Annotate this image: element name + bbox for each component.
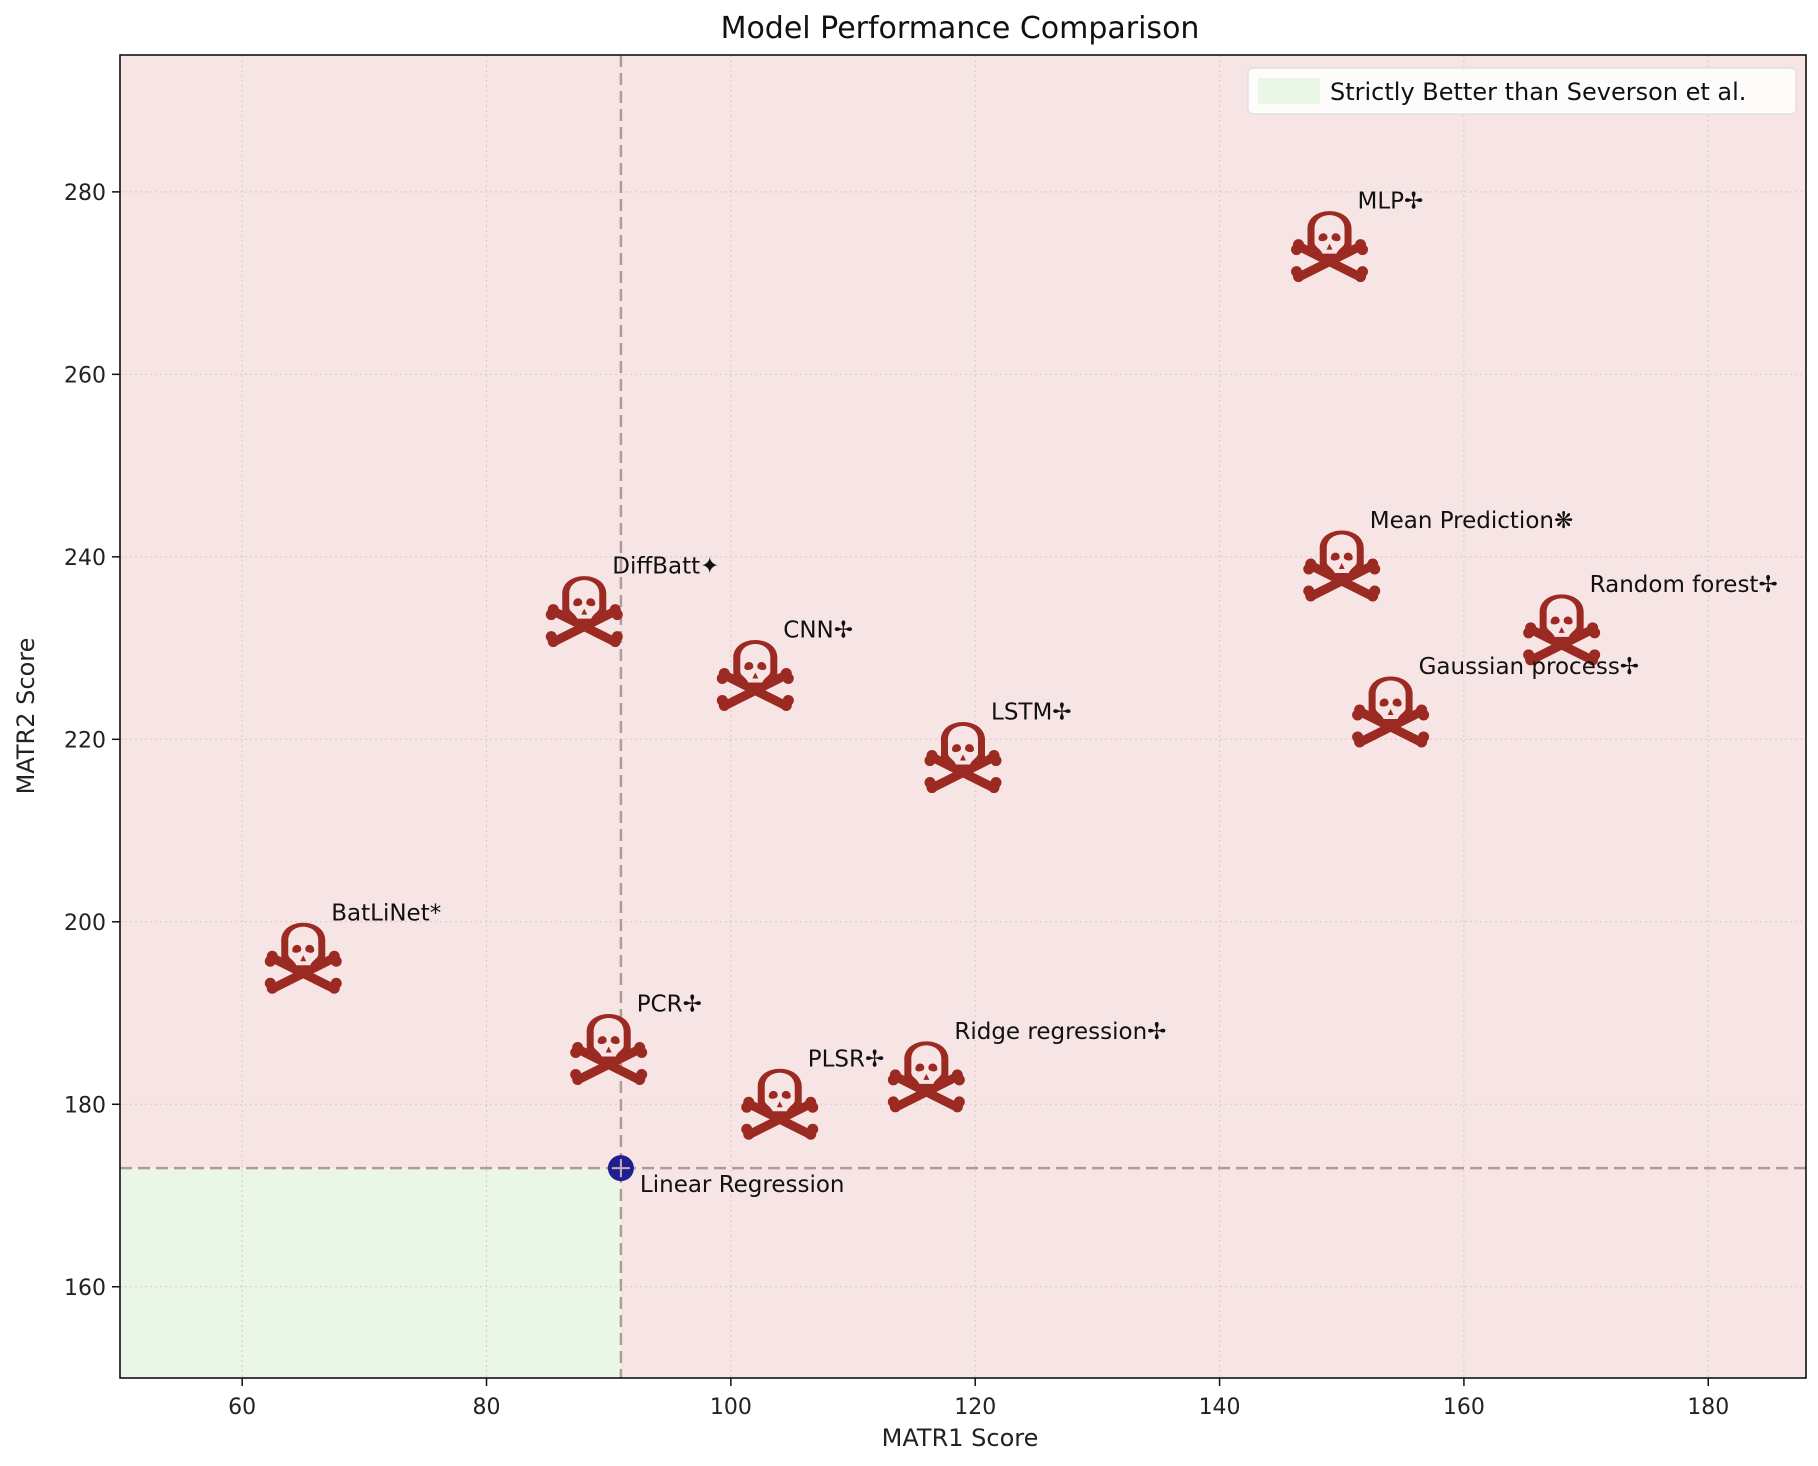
data-points: MLP✢ Mean Prediction❋ Random forest✢ Gaussi… — [265, 189, 1778, 1140]
data-point: Gaussian process✢ — [1353, 654, 1640, 747]
data-point: Mean Prediction❋ — [1304, 508, 1574, 601]
data-point: CNN✢ — [717, 617, 853, 710]
point-label: Mean Prediction❋ — [1370, 508, 1574, 534]
data-point: BatLiNet* — [265, 900, 441, 993]
y-tick-label: 260 — [64, 363, 106, 388]
point-label: BatLiNet* — [331, 900, 441, 926]
y-tick-label: 200 — [64, 911, 106, 936]
better-region — [120, 1168, 621, 1378]
point-label: Random forest✢ — [1590, 572, 1778, 598]
y-tick-label: 160 — [64, 1276, 106, 1301]
point-label: Ridge regression✢ — [954, 1019, 1166, 1045]
data-point: Ridge regression✢ — [888, 1019, 1166, 1112]
plot-area: MLP✢ Mean Prediction❋ Random forest✢ Gaussi… — [119, 54, 1807, 1379]
y-axis: 160 180 200 220 240 260 280 — [64, 181, 120, 1301]
data-point: LSTM✢ — [925, 700, 1072, 793]
legend: Strictly Better than Severson et al. — [1247, 67, 1797, 115]
y-tick-label: 220 — [64, 728, 106, 753]
x-axis: 60 80 100 120 140 160 180 — [228, 1378, 1729, 1420]
data-point: PLSR✢ — [742, 1046, 885, 1139]
chart-title: Model Performance Comparison — [721, 11, 1200, 46]
legend-label: Strictly Better than Severson et al. — [1330, 78, 1746, 106]
x-tick-label: 100 — [710, 1395, 752, 1420]
data-point: DiffBatt✦ — [546, 554, 719, 647]
x-tick-label: 80 — [473, 1395, 501, 1420]
x-tick-label: 160 — [1443, 1395, 1485, 1420]
data-point: Random forest✢ — [1524, 572, 1778, 665]
x-tick-label: 120 — [954, 1395, 996, 1420]
grid — [120, 55, 1806, 1378]
x-tick-label: 140 — [1199, 1395, 1241, 1420]
y-tick-label: 180 — [64, 1093, 106, 1118]
x-tick-label: 180 — [1687, 1395, 1729, 1420]
baseline-point: Linear Regression — [607, 1155, 845, 1198]
y-tick-label: 240 — [64, 546, 106, 571]
x-tick-label: 60 — [228, 1395, 256, 1420]
legend-swatch — [1258, 78, 1320, 104]
point-label: LSTM✢ — [991, 700, 1072, 726]
x-axis-label: MATR1 Score — [882, 1424, 1039, 1452]
plot-frame — [119, 54, 1807, 1379]
plot-background — [120, 55, 1806, 1378]
point-label: PCR✢ — [637, 992, 702, 1018]
point-label: PLSR✢ — [808, 1046, 885, 1072]
data-point: MLP✢ — [1292, 189, 1424, 282]
baseline-cross-icon — [611, 1159, 630, 1178]
y-axis-label: MATR2 Score — [12, 638, 40, 795]
point-label: MLP✢ — [1358, 189, 1424, 215]
baseline-label: Linear Regression — [640, 1172, 845, 1198]
point-label: CNN✢ — [783, 617, 853, 643]
data-point: PCR✢ — [571, 992, 702, 1085]
point-label: DiffBatt✦ — [612, 554, 719, 580]
y-tick-label: 280 — [64, 181, 106, 206]
legend-box — [1247, 67, 1797, 115]
point-label: Gaussian process✢ — [1419, 654, 1640, 680]
